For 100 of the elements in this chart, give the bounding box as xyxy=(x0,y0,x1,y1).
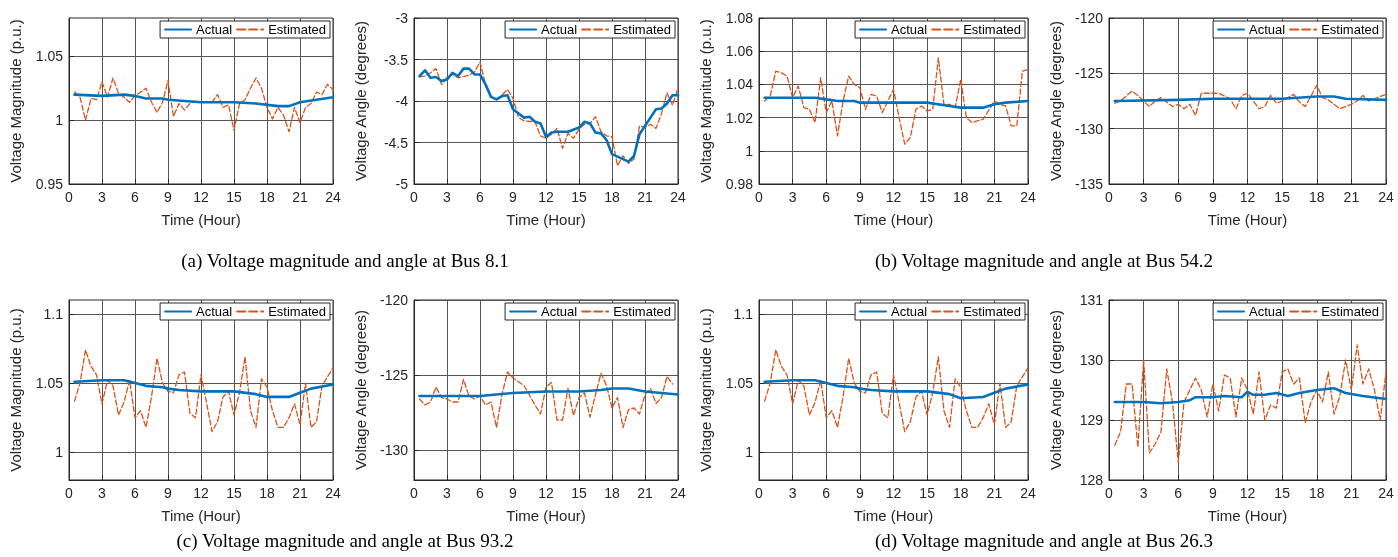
x-tick-label: 21 xyxy=(1343,485,1360,501)
x-tick-label: 18 xyxy=(952,189,969,205)
x-tick-label: 15 xyxy=(1274,485,1291,501)
x-tick-label: 18 xyxy=(1308,189,1325,205)
legend-label: Actual xyxy=(891,304,928,319)
x-tick-label: 6 xyxy=(1174,485,1183,501)
y-tick-label: -5 xyxy=(395,176,409,192)
x-tick-label: 9 xyxy=(164,485,173,501)
y-tick-label: 1.04 xyxy=(725,76,754,93)
y-tick-label: 1 xyxy=(745,444,754,461)
text: (b) Voltage magnitude and angle at Bus 54.2 xyxy=(873,250,1215,272)
line-series xyxy=(73,349,334,433)
legend-label: Actual xyxy=(196,22,233,37)
x-tick-label: 9 xyxy=(164,189,173,205)
x-tick-label: 0 xyxy=(410,189,419,205)
y-tick-label: -3.5 xyxy=(383,51,409,68)
line-series xyxy=(73,93,335,108)
x-tick-label: 15 xyxy=(571,485,587,501)
line-series xyxy=(73,379,335,399)
x-axis-title: Time (Hour) xyxy=(506,507,586,524)
y-axis-title: Voltage Magnitude (p.u.) xyxy=(7,308,24,472)
y-tick-label: 1.02 xyxy=(725,109,754,126)
y-tick-label: 130 xyxy=(1079,352,1104,368)
y-tick-label: -125 xyxy=(379,367,409,383)
x-tick-label: 6 xyxy=(131,485,140,501)
x-tick-label: 12 xyxy=(538,189,554,205)
y-axis-title: Voltage Magnitude (p.u.) xyxy=(7,19,24,183)
x-tick-label: 24 xyxy=(325,189,341,205)
line-series xyxy=(418,371,674,429)
legend-label: Estimated xyxy=(963,22,1022,37)
x-tick-label: 12 xyxy=(885,189,902,205)
y-tick-label: 1.08 xyxy=(725,10,754,26)
x-tick-label: 21 xyxy=(292,485,308,501)
text: (d) Voltage magnitude and angle at Bus 26.3 xyxy=(873,530,1215,552)
y-tick-label: 129 xyxy=(1079,412,1104,428)
line-series xyxy=(418,387,680,398)
y-tick-label: 1.05 xyxy=(725,375,754,392)
y-tick-label: -130 xyxy=(1074,120,1104,137)
y-tick-label: -130 xyxy=(379,442,409,458)
y-tick-label: -4 xyxy=(395,93,409,109)
y-tick-label: 1.05 xyxy=(35,48,64,65)
legend-label: Actual xyxy=(1249,304,1286,319)
x-tick-label: 9 xyxy=(855,189,864,205)
y-axis-title: Voltage Angle (degrees) xyxy=(352,309,369,471)
x-axis-title: Time (Hour) xyxy=(853,211,934,228)
x-tick-label: 21 xyxy=(637,485,653,501)
x-tick-label: 18 xyxy=(604,189,620,205)
x-tick-label: 21 xyxy=(986,189,1003,205)
x-axis-title: Time (Hour) xyxy=(161,507,241,524)
x-tick-label: 9 xyxy=(509,485,518,501)
y-axis-title: Voltage Angle (degrees) xyxy=(352,20,369,182)
x-tick-label: 0 xyxy=(65,485,74,501)
x-tick-label: 24 xyxy=(670,189,686,205)
text: (c) Voltage magnitude and angle at Bus 93.2 xyxy=(175,530,515,552)
legend-label: Estimated xyxy=(613,22,672,37)
y-tick-label: -125 xyxy=(1074,65,1104,82)
x-tick-label: 18 xyxy=(1308,485,1325,501)
x-tick-label: 0 xyxy=(755,485,764,501)
x-tick-label: 3 xyxy=(1139,485,1148,501)
legend-label: Estimated xyxy=(268,22,327,37)
x-tick-label: 6 xyxy=(131,189,140,205)
text: (a) Voltage magnitude and angle at Bus 8.1 xyxy=(180,250,510,272)
x-tick-label: 12 xyxy=(885,485,902,501)
x-tick-label: 6 xyxy=(822,485,831,501)
x-tick-label: 21 xyxy=(292,189,308,205)
x-tick-label: 15 xyxy=(571,189,587,205)
x-tick-label: 15 xyxy=(919,485,936,501)
x-tick-label: 18 xyxy=(259,189,275,205)
x-tick-label: 24 xyxy=(1020,189,1036,205)
legend-label: Estimated xyxy=(1321,304,1380,319)
y-tick-label: -120 xyxy=(379,292,409,308)
x-tick-label: 18 xyxy=(259,485,275,501)
legend-label: Estimated xyxy=(963,304,1022,319)
legend-label: Estimated xyxy=(613,304,672,319)
x-tick-label: 24 xyxy=(670,485,686,501)
legend-label: Actual xyxy=(541,304,578,319)
x-tick-label: 3 xyxy=(443,485,452,501)
x-axis-title: Time (Hour) xyxy=(1207,211,1288,228)
y-tick-label: -3 xyxy=(395,10,409,26)
y-tick-label: 1.06 xyxy=(725,43,754,60)
x-tick-label: 0 xyxy=(1105,485,1114,501)
y-tick-label: -135 xyxy=(1074,176,1104,192)
y-tick-label: 1.05 xyxy=(35,375,64,392)
x-tick-label: 18 xyxy=(952,485,969,501)
x-tick-label: 12 xyxy=(193,485,209,501)
y-axis-title: Voltage Angle (degrees) xyxy=(1047,20,1064,182)
line-series xyxy=(1114,84,1387,117)
x-axis-title: Time (Hour) xyxy=(1207,507,1288,524)
legend-label: Actual xyxy=(541,22,578,37)
legend-label: Actual xyxy=(196,304,233,319)
y-tick-label: 128 xyxy=(1079,472,1104,488)
line-series xyxy=(763,96,1030,109)
x-tick-label: 6 xyxy=(476,189,485,205)
x-tick-label: 24 xyxy=(1378,485,1394,501)
x-tick-label: 9 xyxy=(1208,189,1217,205)
x-axis-title: Time (Hour) xyxy=(506,211,586,228)
x-tick-label: 24 xyxy=(325,485,341,501)
y-tick-label: 1 xyxy=(55,444,64,461)
legend-label: Estimated xyxy=(1321,22,1380,37)
x-tick-label: 9 xyxy=(509,189,518,205)
